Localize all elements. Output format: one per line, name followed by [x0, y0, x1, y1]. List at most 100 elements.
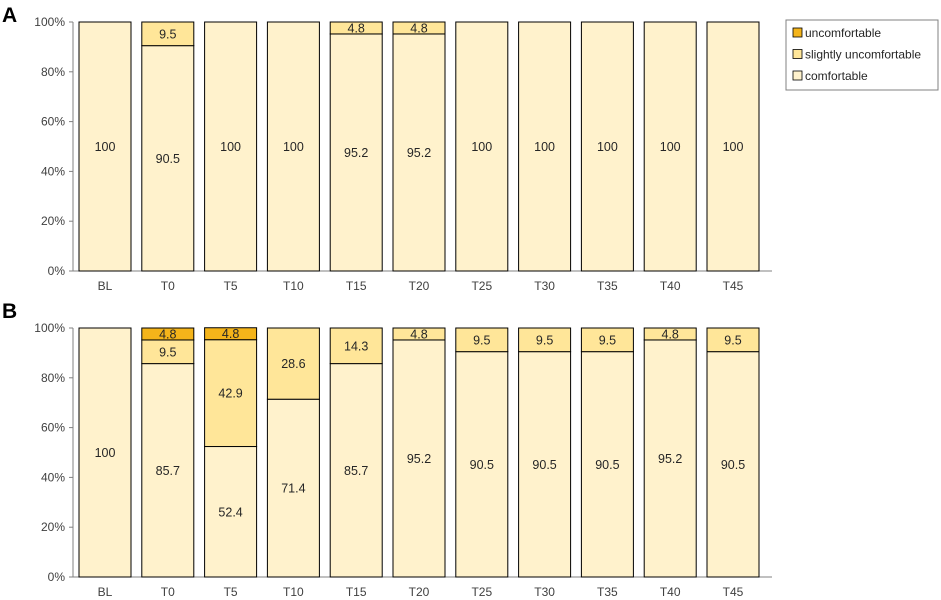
bar-group-t40: 100 [643, 21, 697, 272]
bar-comfortable-t20 [392, 339, 446, 578]
chart-legend: uncomfortable slightly uncomfortable comfo… [785, 19, 939, 91]
legend-swatch-comfortable [792, 70, 803, 81]
bar-group-t35: 90.5 9.5 [580, 327, 634, 578]
bar-slightly-uncomfortable-t30 [518, 327, 572, 353]
bar-comfortable-t35 [580, 351, 634, 578]
data-label-comfortable-t0: 90.5 [156, 152, 180, 166]
data-label-comfortable-t45: 100 [723, 140, 744, 154]
bar-group-t0: 90.5 9.5 [141, 21, 195, 272]
bar-group-t25: 90.5 9.5 [455, 327, 509, 578]
x-tick-label-t45: T45 [723, 279, 744, 293]
bar-comfortable-t40 [643, 21, 697, 272]
legend-label-uncomfortable: uncomfortable [805, 26, 881, 40]
bar-uncomfortable-t0 [141, 327, 195, 341]
bar-comfortable-t30 [518, 351, 572, 578]
data-label-slightly-uncomfortable-t0: 9.5 [159, 345, 176, 359]
y-tick-label: 0% [48, 570, 66, 584]
bar-group-t20: 95.2 4.8 [392, 327, 446, 578]
bar-group-t5: 52.4 42.9 4.8 [204, 327, 258, 578]
y-tick-label: 100% [34, 15, 65, 29]
data-label-comfortable-t25: 90.5 [470, 458, 494, 472]
x-tick-label-t10: T10 [283, 279, 304, 293]
panel-label-a: A [2, 4, 17, 27]
y-tick-label: 40% [41, 470, 65, 484]
bar-group-bl: 100 [78, 21, 132, 272]
data-label-comfortable-bl: 100 [95, 140, 116, 154]
data-label-slightly-uncomfortable-t20: 4.8 [410, 327, 427, 341]
data-label-slightly-uncomfortable-t15: 4.8 [348, 21, 365, 35]
x-tick-label-t30: T30 [534, 279, 555, 293]
data-label-comfortable-bl: 100 [95, 446, 116, 460]
bar-comfortable-t45 [706, 351, 760, 578]
bar-slightly-uncomfortable-t20 [392, 327, 446, 341]
bar-comfortable-t30 [518, 21, 572, 272]
bar-group-t45: 90.5 9.5 [706, 327, 760, 578]
data-label-slightly-uncomfortable-t30: 9.5 [536, 333, 553, 347]
bar-slightly-uncomfortable-t25 [455, 327, 509, 353]
bar-slightly-uncomfortable-t0 [141, 21, 195, 47]
x-tick-label-t20: T20 [409, 279, 430, 293]
x-tick-label-t15: T15 [346, 279, 367, 293]
bar-comfortable-t5 [204, 21, 258, 272]
bar-comfortable-t35 [580, 21, 634, 272]
bar-comfortable-t0 [141, 45, 195, 272]
x-tick-label-t5: T5 [224, 279, 238, 293]
data-label-slightly-uncomfortable-t20: 4.8 [410, 21, 427, 35]
x-tick-label-t20: T20 [409, 585, 430, 599]
data-label-comfortable-t15: 85.7 [344, 464, 368, 478]
bar-comfortable-bl [78, 327, 132, 578]
data-label-comfortable-t15: 95.2 [344, 146, 368, 160]
bar-slightly-uncomfortable-t15 [329, 327, 383, 365]
bar-comfortable-t5 [204, 446, 258, 578]
panel-label-b: B [2, 300, 17, 323]
x-tick-label-t25: T25 [471, 585, 492, 599]
bar-comfortable-bl [78, 21, 132, 272]
y-tick-label: 0% [48, 264, 66, 278]
x-tick-label-bl: BL [98, 585, 113, 599]
y-tick-label: 60% [41, 115, 65, 129]
data-label-comfortable-t5: 100 [220, 140, 241, 154]
y-tick-label: 40% [41, 164, 65, 178]
bar-group-t15: 95.2 4.8 [329, 21, 383, 272]
x-tick-label-t0: T0 [161, 585, 175, 599]
data-label-comfortable-t25: 100 [471, 140, 492, 154]
chart-panel-b: 0% 20% 40% 60% 80% 100% 100 BL 85.7 9.5 4.8 T0 52.4 4… [34, 321, 772, 599]
data-label-comfortable-t45: 90.5 [721, 458, 745, 472]
data-label-comfortable-t40: 95.2 [658, 452, 682, 466]
data-label-slightly-uncomfortable-t45: 9.5 [724, 333, 741, 347]
bar-group-t20: 95.2 4.8 [392, 21, 446, 272]
bar-group-t30: 90.5 9.5 [518, 327, 572, 578]
bar-comfortable-t40 [643, 339, 697, 578]
data-label-comfortable-t0: 85.7 [156, 464, 180, 478]
y-tick-label: 20% [41, 214, 65, 228]
bar-comfortable-t25 [455, 21, 509, 272]
bar-comfortable-t15 [329, 363, 383, 578]
bar-comfortable-t10 [266, 21, 320, 272]
bar-comfortable-t20 [392, 33, 446, 272]
data-label-comfortable-t10: 100 [283, 140, 304, 154]
bar-group-t0: 85.7 9.5 4.8 [141, 327, 195, 578]
bar-comfortable-t45 [706, 21, 760, 272]
data-label-comfortable-t30: 100 [534, 140, 555, 154]
data-label-comfortable-t20: 95.2 [407, 146, 431, 160]
bar-comfortable-t25 [455, 351, 509, 578]
bar-group-t40: 95.2 4.8 [643, 327, 697, 578]
y-tick-label: 20% [41, 520, 65, 534]
bar-group-t15: 85.7 14.3 [329, 327, 383, 578]
data-label-slightly-uncomfortable-t10: 28.6 [281, 357, 305, 371]
x-tick-label-t30: T30 [534, 585, 555, 599]
y-tick-label: 80% [41, 65, 65, 79]
x-tick-label-t45: T45 [723, 585, 744, 599]
bar-group-t25: 100 [455, 21, 509, 272]
x-tick-label-t35: T35 [597, 585, 618, 599]
x-tick-label-t40: T40 [660, 279, 681, 293]
bar-slightly-uncomfortable-t5 [204, 339, 258, 448]
bar-group-bl: 100 [78, 327, 132, 578]
x-tick-label-t15: T15 [346, 585, 367, 599]
bar-group-t5: 100 [204, 21, 258, 272]
bar-group-t10: 100 [266, 21, 320, 272]
x-tick-label-t5: T5 [224, 585, 238, 599]
data-label-comfortable-t10: 71.4 [281, 482, 305, 496]
x-tick-label-t10: T10 [283, 585, 304, 599]
y-tick-label: 60% [41, 421, 65, 435]
